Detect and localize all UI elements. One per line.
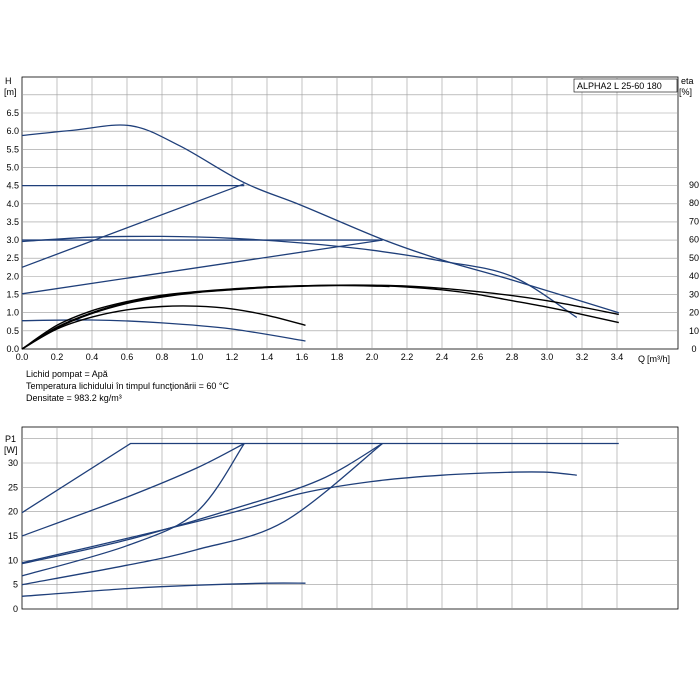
y2-tick-label: 50 (689, 253, 699, 263)
y-tick-label: 4.0 (6, 199, 19, 209)
y-tick-label: 5 (13, 580, 18, 590)
liquid-temperature-note: Temperatura lichidului în timpul funcţio… (26, 381, 229, 391)
y-axis-label-h: H (5, 76, 12, 86)
power-chart-frame (21, 426, 679, 610)
series-power-proportional-1 (21, 443, 245, 577)
y-tick-label: 4.5 (6, 181, 19, 191)
chart-title-box (573, 78, 678, 93)
y-tick-label: 1.0 (6, 308, 19, 318)
power-chart-grid (22, 427, 678, 609)
series-max-head-curve (21, 124, 619, 314)
x-tick-label: 1.4 (261, 352, 274, 362)
x-tick-label: 0.8 (156, 352, 169, 362)
y2-tick-label: 60 (689, 235, 699, 245)
power-chart-curves (21, 442, 619, 597)
x-tick-label: 1.8 (331, 352, 344, 362)
x-axis-label-q: Q (638, 354, 645, 364)
series-proportional-pressure-2 (21, 239, 383, 295)
head-chart-frame (21, 76, 679, 350)
x-tick-label: 1.6 (296, 352, 309, 362)
x-tick-label: 3.2 (576, 352, 589, 362)
y-tick-label: 5.0 (6, 162, 19, 172)
y2-axis-label-eta: eta (681, 76, 694, 86)
y2-axis-unit-percent: [%] (679, 87, 692, 97)
y2-tick-label: 10 (689, 326, 699, 336)
y-axis-label-p1: P1 (5, 434, 16, 444)
y-tick-label: 0.5 (6, 326, 19, 336)
y2-tick-label: 20 (689, 308, 699, 318)
x-tick-label: 3.0 (541, 352, 554, 362)
series-efficiency-low (21, 305, 306, 350)
y-tick-label: 3.0 (6, 235, 19, 245)
power-chart: 0 5 10 15 20 25 30 P1 [W] (4, 426, 679, 614)
series-power-constant-3-0-m (21, 442, 383, 565)
pumped-liquid-note: Lichid pompat = Apă (26, 369, 108, 379)
head-chart-curves (21, 124, 619, 350)
y2-tick-label: 80 (689, 198, 699, 208)
y-axis-unit-m: [m] (4, 87, 17, 97)
series-power-max (21, 442, 619, 514)
head-chart-ticks: 0.0 0.2 0.4 0.6 0.8 1.0 1.2 1.4 1.6 1.8 2.0 2.2 2.4 2… (6, 108, 699, 362)
y2-tick-label: 40 (689, 271, 699, 281)
x-axis-unit: [m³/h] (647, 354, 670, 364)
series-proportional-pressure-1 (21, 183, 245, 268)
y-tick-label: 1.5 (6, 290, 19, 300)
y-axis-unit-w: [W] (4, 445, 18, 455)
y-tick-label: 2.5 (6, 253, 19, 263)
x-tick-label: 0.6 (121, 352, 134, 362)
y-tick-label: 5.5 (6, 144, 19, 154)
head-chart-grid (22, 77, 678, 349)
y2-tick-label: 0 (691, 344, 696, 354)
y-tick-label: 3.5 (6, 217, 19, 227)
x-tick-label: 0.2 (51, 352, 64, 362)
y-tick-label: 20 (8, 507, 18, 517)
y-tick-label: 6.5 (6, 108, 19, 118)
x-tick-label: 2.4 (436, 352, 449, 362)
y-tick-label: 0 (13, 604, 18, 614)
x-tick-label: 1.2 (226, 352, 239, 362)
y-tick-label: 15 (8, 531, 18, 541)
x-tick-label: 2.0 (366, 352, 379, 362)
series-power-low (21, 582, 306, 597)
y-tick-label: 0.0 (6, 344, 19, 354)
series-power-auto (21, 471, 577, 564)
x-tick-label: 3.4 (611, 352, 624, 362)
power-chart-ticks: 0 5 10 15 20 25 30 (8, 458, 18, 614)
series-power-proportional-2 (21, 442, 383, 586)
x-tick-label: 2.2 (401, 352, 414, 362)
series-efficiency-3 (21, 284, 390, 350)
x-tick-label: 2.8 (506, 352, 519, 362)
series-auto-curve (21, 235, 578, 318)
y-tick-label: 6.0 (6, 126, 19, 136)
series-power-constant-4-5-m (21, 442, 245, 537)
x-tick-label: 0.4 (86, 352, 99, 362)
y-tick-label: 30 (8, 458, 18, 468)
x-tick-label: 2.6 (471, 352, 484, 362)
x-tick-label: 0.0 (16, 352, 29, 362)
y-tick-label: 2.0 (6, 271, 19, 281)
y2-tick-label: 70 (689, 216, 699, 226)
head-efficiency-chart: 0.0 0.2 0.4 0.6 0.8 1.0 1.2 1.4 1.6 1.8 2.0 2.2 2.4 2… (4, 76, 699, 364)
x-tick-label: 1.0 (191, 352, 204, 362)
y-tick-label: 10 (8, 555, 18, 565)
chart-title: ALPHA2 L 25-60 180 (577, 81, 662, 91)
density-note: Densitate = 983.2 kg/m³ (26, 393, 122, 403)
y2-tick-label: 30 (689, 289, 699, 299)
y2-tick-label: 90 (689, 180, 699, 190)
y-tick-label: 25 (8, 482, 18, 492)
